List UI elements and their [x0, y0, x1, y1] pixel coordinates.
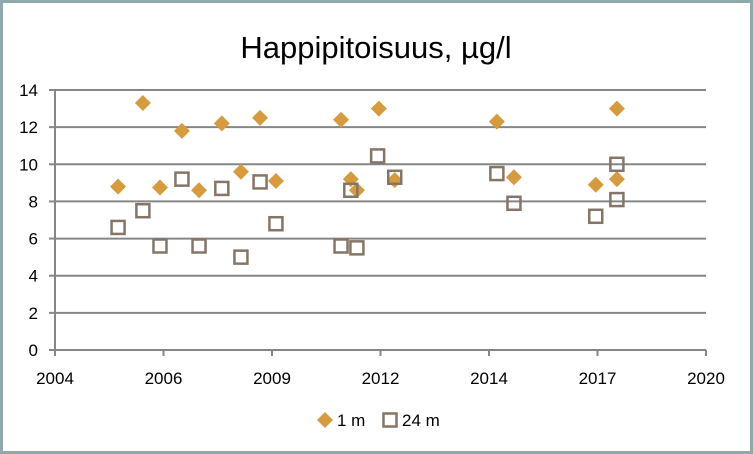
y-tick-label: 10	[19, 155, 38, 174]
data-point-1m	[505, 169, 522, 186]
data-point-24m	[135, 202, 151, 219]
x-tick-label: 2009	[253, 369, 291, 388]
data-point-24m	[349, 240, 365, 256]
data-point-24m	[252, 174, 268, 190]
data-point-1m	[213, 115, 230, 132]
x-tick-label: 2012	[362, 369, 400, 388]
y-tick-label: 2	[29, 304, 38, 323]
data-point-1m	[488, 113, 505, 130]
legend-label: 1 m	[337, 411, 365, 430]
data-point-24m	[233, 249, 249, 265]
legend-label: 24 m	[402, 411, 440, 430]
y-tick-label: 4	[29, 267, 38, 286]
data-point-24m	[110, 219, 126, 236]
y-tick-label: 6	[29, 230, 38, 249]
data-point-1m	[267, 173, 284, 189]
data-point-24m	[506, 195, 522, 212]
data-point-1m	[587, 176, 604, 193]
data-point-1m	[173, 122, 190, 139]
x-tick-label: 2004	[36, 369, 74, 388]
data-point-24m	[489, 165, 505, 182]
x-tick-label: 2017	[579, 369, 617, 388]
data-point-24m	[369, 148, 386, 164]
data-point-1m	[191, 182, 208, 199]
data-point-24m	[191, 238, 207, 254]
data-point-24m	[609, 156, 625, 173]
data-point-24m	[609, 191, 625, 208]
x-tick-label: 2020	[687, 369, 725, 388]
y-tick-label: 0	[29, 341, 38, 360]
data-point-1m	[333, 111, 350, 128]
data-point-24m	[587, 208, 604, 225]
y-tick-label: 12	[19, 118, 38, 137]
data-point-24m	[174, 171, 190, 187]
x-tick-label: 2014	[470, 369, 508, 388]
data-point-1m	[608, 171, 625, 188]
legend-marker-24m	[382, 412, 398, 428]
y-tick-label: 14	[19, 81, 38, 100]
data-point-1m	[232, 163, 249, 180]
y-tick-label: 8	[29, 192, 38, 211]
chart-title: Happipitoisuus, µg/l	[240, 30, 511, 65]
data-point-24m	[214, 180, 230, 197]
data-point-24m	[343, 182, 359, 199]
data-point-24m	[333, 238, 349, 254]
data-point-1m	[252, 109, 269, 126]
data-point-1m	[370, 100, 387, 117]
data-point-24m	[152, 238, 168, 254]
data-point-24m	[268, 215, 284, 232]
data-point-1m	[110, 178, 127, 195]
x-tick-label: 2006	[145, 369, 183, 388]
data-point-24m	[386, 169, 403, 186]
data-point-1m	[151, 179, 168, 196]
data-point-1m	[608, 100, 625, 117]
data-point-1m	[134, 95, 151, 111]
legend-marker-1m	[317, 412, 333, 428]
